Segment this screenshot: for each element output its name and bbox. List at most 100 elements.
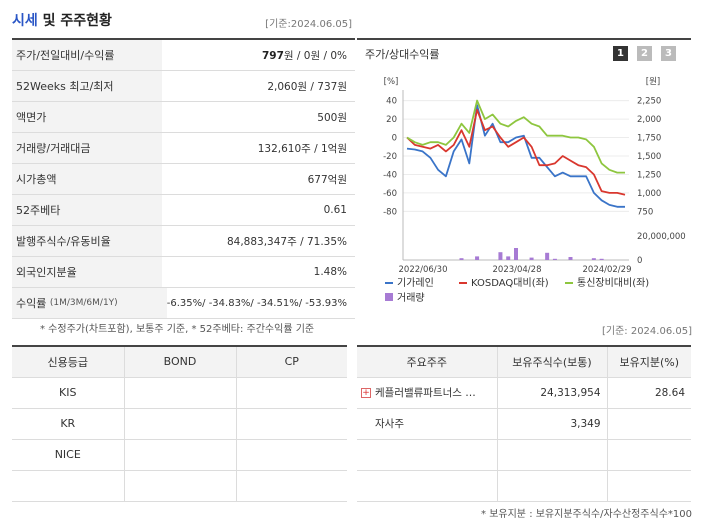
credit-agency: NICE xyxy=(12,439,124,471)
y-left-tick: -40 xyxy=(383,170,397,180)
credit-agency: KIS xyxy=(12,377,124,409)
bond-rating xyxy=(123,439,236,471)
cp-rating xyxy=(235,377,347,409)
volume-bar xyxy=(568,257,573,260)
right-axis-unit: [원] xyxy=(646,77,660,87)
volume-bar xyxy=(498,252,503,260)
bond-rating xyxy=(123,377,236,409)
row-value: 797원 / 0원 / 0% xyxy=(261,49,347,62)
table-row: 자사주 3,349 xyxy=(357,408,691,440)
row-label: 52주베타 xyxy=(12,195,162,225)
row-label: 발행주식수/유동비율 xyxy=(12,226,162,256)
stock-row-market-cap: 시가총액 677억원 xyxy=(12,164,355,195)
volume-bar xyxy=(514,248,518,260)
chart-title: 주가/상대수익률 xyxy=(365,48,440,61)
legend-label-stock: 기가레인 xyxy=(397,277,434,289)
credit-header: CP xyxy=(235,346,347,378)
volume-bar xyxy=(529,257,534,260)
stock-row-beta: 52주베타 0.61 xyxy=(12,195,355,226)
row-value: 84,883,347주 / 71.35% xyxy=(226,235,347,248)
chart-page-2-button[interactable]: 2 xyxy=(637,46,652,61)
credit-rating-table: 신용등급 BOND CP KIS KR NICE xyxy=(12,345,347,502)
legend-swatch-volume xyxy=(385,293,393,301)
holder-pct xyxy=(606,439,691,471)
row-value: -6.35%/ -34.83%/ -34.51%/ -53.93% xyxy=(166,297,347,309)
table-row xyxy=(357,439,691,471)
holders-header: 보유주식수(보통) xyxy=(496,346,607,378)
stock-row-price: 주가/전일대비/수익률 797원 / 0원 / 0% xyxy=(12,40,355,71)
left-axis-unit: [%] xyxy=(384,77,399,87)
volume-bar xyxy=(545,252,550,260)
y-right-tick: 1,250 xyxy=(637,171,661,181)
y-left-tick: -20 xyxy=(383,152,397,162)
series-line-stock xyxy=(406,104,625,208)
legend-label-volume: 거래량 xyxy=(397,292,425,304)
row-label: 시가총액 xyxy=(12,164,162,194)
row-label: 거래량/거래대금 xyxy=(12,133,162,163)
y-right-tick: 1,000 xyxy=(637,189,661,199)
stock-row-52weeks: 52Weeks 최고/최저 2,060원 / 737원 xyxy=(12,71,355,102)
y-right-tick: 2,000 xyxy=(637,115,661,125)
credit-agency: KR xyxy=(12,408,124,440)
chart-panel: 주가/상대수익률 1 2 3 [%] [원] 40 20 0 -20 -40 -60 -80 2,… xyxy=(357,38,691,308)
y-right-tick: 1,750 xyxy=(637,133,661,143)
volume-bar xyxy=(552,258,557,260)
table-row: + 케플러밸류파트너스 … 24,313,954 28.64 xyxy=(357,377,691,409)
row-value: 677억원 xyxy=(307,173,347,186)
row-value: 132,610주 / 1억원 xyxy=(257,142,347,155)
stock-row-par-value: 액면가 500원 xyxy=(12,102,355,133)
row-label: 액면가 xyxy=(12,102,162,132)
holder-name xyxy=(357,439,497,471)
holder-name[interactable]: + 케플러밸류파트너스 … xyxy=(357,377,497,409)
volume-bar xyxy=(599,258,604,260)
holder-pct: 28.64 xyxy=(606,377,691,409)
holder-shares xyxy=(496,439,607,471)
holder-name: 자사주 xyxy=(357,408,497,440)
reference-date-2: [기준: 2024.06.05] xyxy=(601,326,692,337)
volume-tick: 20,000,000 xyxy=(637,232,686,242)
x-tick: 2022/06/30 xyxy=(399,265,448,275)
holder-name xyxy=(357,470,497,502)
holder-pct xyxy=(606,408,691,440)
price-return-chart: [%] [원] 40 20 0 -20 -40 -60 -80 2,250 2,000 1,750 1,… xyxy=(383,77,686,304)
volume-bar xyxy=(591,258,596,260)
x-tick: 2023/04/28 xyxy=(493,265,542,275)
expand-plus-icon[interactable]: + xyxy=(361,388,371,398)
holder-pct xyxy=(606,470,691,502)
y-left-tick: -80 xyxy=(383,207,397,217)
chart-page-3-button[interactable]: 3 xyxy=(661,46,676,61)
table-row: KR xyxy=(12,408,347,440)
bond-rating xyxy=(123,408,236,440)
series-line-telecom xyxy=(406,99,625,174)
volume-bar xyxy=(459,258,464,260)
page-title: 시세 및 주주현황 xyxy=(12,13,112,29)
stock-row-returns: 수익률 (1M/3M/6M/1Y) -6.35%/ -34.83%/ -34.5… xyxy=(12,288,355,319)
volume-tick: 0 xyxy=(637,256,642,266)
reference-date: [기준:2024.06.05] xyxy=(265,19,352,30)
chart-page-1-button[interactable]: 1 xyxy=(613,46,628,61)
legend-label-kosdaq: KOSDAQ대비(좌) xyxy=(471,277,549,289)
credit-agency xyxy=(12,470,124,502)
holder-shares xyxy=(496,470,607,502)
row-label: 수익률 (1M/3M/6M/1Y) xyxy=(12,288,167,318)
stock-row-volume: 거래량/거래대금 132,610주 / 1억원 xyxy=(12,133,355,164)
row-label: 주가/전일대비/수익률 xyxy=(12,40,162,70)
table-row xyxy=(357,470,691,502)
credit-header: 신용등급 xyxy=(12,346,124,378)
holders-header: 보유지분(%) xyxy=(606,346,691,378)
volume-bar xyxy=(506,256,511,260)
stock-row-foreign: 외국인지분율 1.48% xyxy=(12,257,355,288)
cp-rating xyxy=(235,470,347,502)
y-right-tick: 2,250 xyxy=(637,96,661,106)
row-label: 52Weeks 최고/최저 xyxy=(12,71,162,101)
stock-info-table: 주가/전일대비/수익률 797원 / 0원 / 0% 52Weeks 최고/최저… xyxy=(12,38,355,319)
volume-bar xyxy=(475,256,480,260)
y-left-tick: 0 xyxy=(392,134,397,144)
stock-footnote: * 수정주가(차트포함), 보통주 기준, * 52주베타: 주간수익률 기준 xyxy=(40,324,315,335)
holders-header: 주요주주 xyxy=(357,346,497,378)
cp-rating xyxy=(235,408,347,440)
row-value: 1.48% xyxy=(313,266,347,278)
x-tick: 2024/02/29 xyxy=(583,265,632,275)
y-right-tick: 750 xyxy=(637,208,653,218)
series-line-kosdaq xyxy=(406,108,626,196)
